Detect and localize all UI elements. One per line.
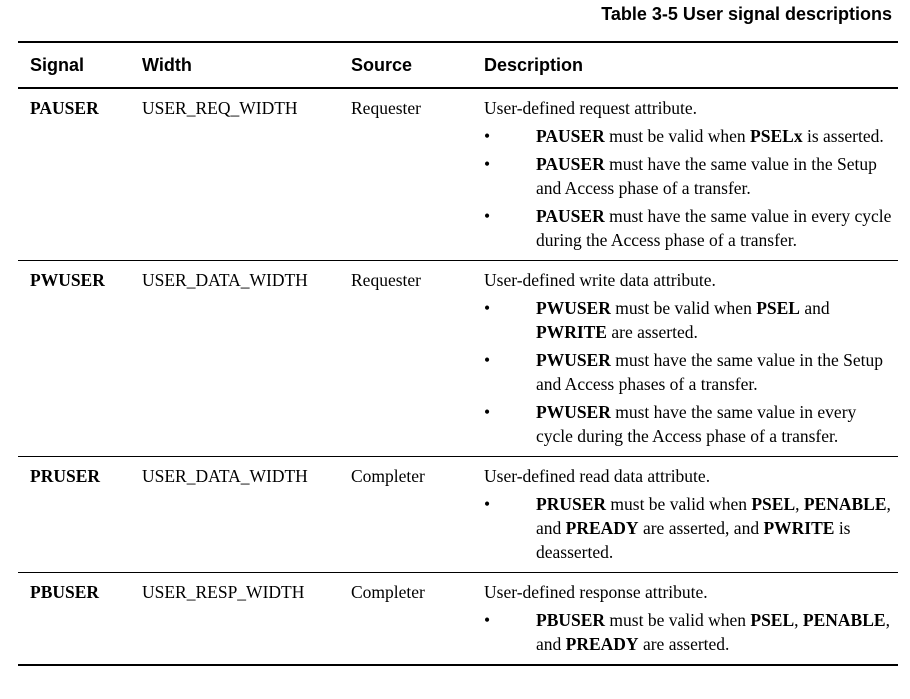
- bullet-text: are asserted.: [606, 322, 698, 342]
- bullet-icon: •: [484, 402, 491, 422]
- description-cell: User-defined read data attribute. • PRUSE…: [472, 457, 898, 573]
- description-lead: User-defined write data attribute.: [484, 270, 716, 290]
- bullet-icon: •: [484, 206, 491, 226]
- user-signal-table: Signal Width Source Description PAUSER U…: [18, 41, 898, 666]
- bullet-text: , and: [536, 610, 890, 654]
- signal-name: PWRITE: [536, 322, 607, 342]
- signal-name: PAUSER: [536, 126, 605, 146]
- bullet-text: ,: [794, 610, 803, 630]
- description-bullets: • PBUSER must be valid when PSEL, PENABLE…: [484, 608, 894, 656]
- source-cell: Completer: [351, 466, 425, 486]
- header-description: Description: [484, 54, 584, 75]
- signal-name: PSEL: [751, 494, 796, 514]
- table-row: PBUSER USER_RESP_WIDTH Completer User-de…: [18, 573, 898, 666]
- signal-name: PENABLE: [803, 494, 887, 514]
- bullet-text: and: [799, 298, 830, 318]
- bullet-text: is asserted.: [802, 126, 884, 146]
- bullet-icon: •: [484, 350, 491, 370]
- bullet-item: • PWUSER must have the same value in ever…: [484, 400, 894, 448]
- bullet-text: must be valid when: [610, 298, 757, 318]
- bullet-text: must have the same value in the Setup an…: [536, 350, 884, 394]
- signal-name: PBUSER: [536, 610, 606, 630]
- signal-name: PAUSER: [536, 154, 605, 174]
- bullet-icon: •: [484, 494, 491, 514]
- table-row: PRUSER USER_DATA_WIDTH Completer User-de…: [18, 457, 898, 573]
- bullet-text: , and: [536, 494, 891, 538]
- source-cell: Completer: [351, 582, 425, 602]
- header-row: Signal Width Source Description: [18, 42, 898, 88]
- signal-name: PREADY: [565, 518, 639, 538]
- signal-name: PSELx: [750, 126, 803, 146]
- bullet-icon: •: [484, 610, 491, 630]
- bullet-text: ,: [795, 494, 804, 514]
- width-cell: USER_DATA_WIDTH: [142, 270, 308, 290]
- bullet-item: • PWUSER must have the same value in the …: [484, 348, 894, 396]
- bullet-text: are asserted, and: [638, 518, 764, 538]
- description-bullets: • PAUSER must be valid when PSELx is asse…: [484, 124, 894, 252]
- table-header: Signal Width Source Description: [18, 42, 898, 88]
- signal-name: PWUSER: [536, 402, 611, 422]
- header-width: Width: [142, 54, 192, 75]
- bullet-text: is deasserted.: [536, 518, 851, 562]
- bullet-item: • PAUSER must have the same value in ever…: [484, 204, 894, 252]
- signal-cell: PWUSER: [30, 270, 105, 290]
- signal-cell: PAUSER: [30, 98, 99, 118]
- signal-name: PSEL: [750, 610, 795, 630]
- source-cell: Requester: [351, 270, 421, 290]
- table-body: PAUSER USER_REQ_WIDTH Requester User-def…: [18, 88, 898, 665]
- bullet-text: must have the same value in the Setup an…: [536, 154, 877, 198]
- bullet-text: are asserted.: [638, 634, 730, 654]
- signal-name: PWUSER: [536, 298, 611, 318]
- bullet-item: • PRUSER must be valid when PSEL, PENABLE…: [484, 492, 894, 564]
- signal-name: PREADY: [565, 634, 639, 654]
- bullet-icon: •: [484, 154, 491, 174]
- signal-name: PSEL: [756, 298, 800, 318]
- description-cell: User-defined response attribute. • PBUSER…: [472, 573, 898, 666]
- source-cell: Requester: [351, 98, 421, 118]
- description-bullets: • PWUSER must be valid when PSEL and PWRI…: [484, 296, 894, 448]
- width-cell: USER_RESP_WIDTH: [142, 582, 305, 602]
- signal-name: PAUSER: [536, 206, 605, 226]
- header-source: Source: [351, 54, 413, 75]
- signal-cell: PRUSER: [30, 466, 101, 486]
- bullet-item: • PAUSER must be valid when PSELx is asse…: [484, 124, 894, 148]
- signal-name: PENABLE: [802, 610, 886, 630]
- bullet-icon: •: [484, 126, 491, 146]
- width-cell: USER_DATA_WIDTH: [142, 466, 308, 486]
- signal-name: PRUSER: [536, 494, 607, 514]
- width-cell: USER_REQ_WIDTH: [142, 98, 298, 118]
- description-cell: User-defined write data attribute. • PWUS…: [472, 261, 898, 457]
- header-signal: Signal: [30, 54, 85, 75]
- bullet-item: • PWUSER must be valid when PSEL and PWRI…: [484, 296, 894, 344]
- bullet-icon: •: [484, 298, 491, 318]
- signal-name: PWUSER: [536, 350, 611, 370]
- signal-cell: PBUSER: [30, 582, 100, 602]
- description-bullets: • PRUSER must be valid when PSEL, PENABLE…: [484, 492, 894, 564]
- table-row: PAUSER USER_REQ_WIDTH Requester User-def…: [18, 88, 898, 261]
- bullet-item: • PBUSER must be valid when PSEL, PENABLE…: [484, 608, 894, 656]
- description-lead: User-defined read data attribute.: [484, 466, 711, 486]
- bullet-text: must have the same value in every cycle …: [536, 206, 892, 250]
- bullet-text: must have the same value in every cycle …: [536, 402, 857, 446]
- bullet-text: must be valid when: [606, 494, 752, 514]
- table-row: PWUSER USER_DATA_WIDTH Requester User-de…: [18, 261, 898, 457]
- bullet-item: • PAUSER must have the same value in the …: [484, 152, 894, 200]
- bullet-text: must be valid when: [605, 610, 751, 630]
- description-lead: User-defined response attribute.: [484, 582, 708, 602]
- signal-name: PWRITE: [763, 518, 835, 538]
- table-caption: Table 3-5 User signal descriptions: [601, 4, 892, 24]
- bullet-text: must be valid when: [604, 126, 751, 146]
- description-lead: User-defined request attribute.: [484, 98, 697, 118]
- description-cell: User-defined request attribute. • PAUSER …: [472, 88, 898, 261]
